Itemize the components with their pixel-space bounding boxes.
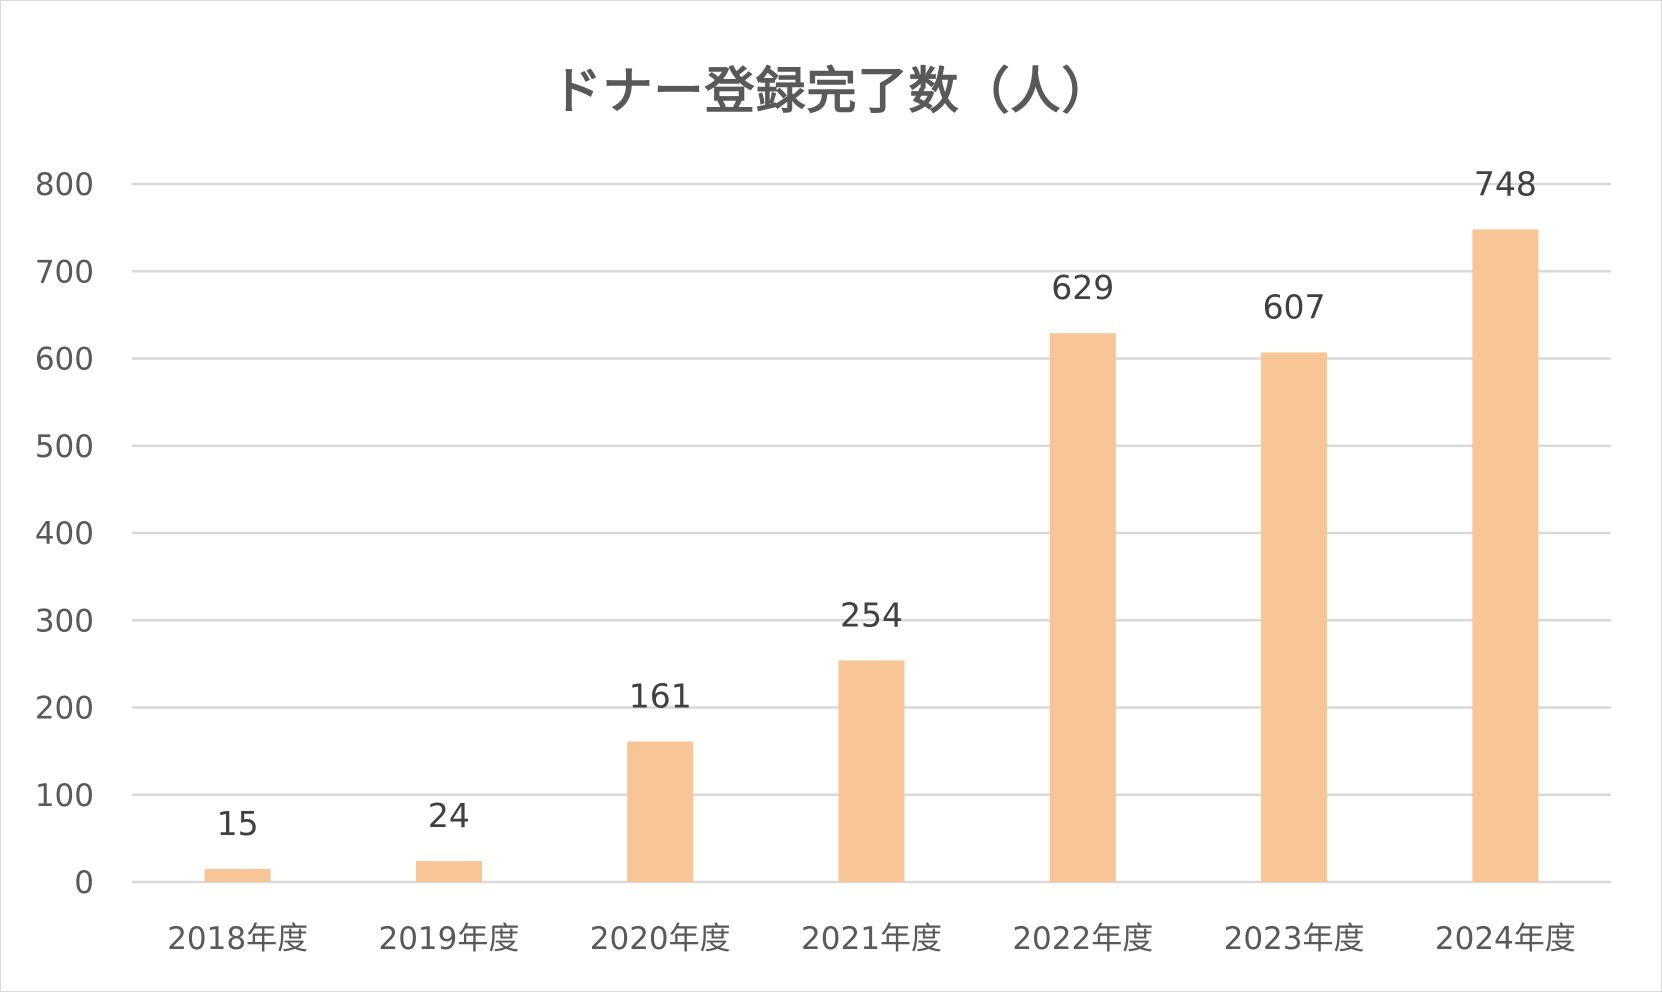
y-axis-tick-labels: 0 100 200 300 400 500 600 700 800 — [35, 167, 94, 901]
y-tick-label: 400 — [35, 516, 94, 552]
x-tick-label: 2018年度 — [167, 921, 308, 957]
data-label: 161 — [629, 677, 692, 716]
chart-title: ドナー登録完了数（人） — [551, 62, 1113, 120]
bar-2021年度 — [838, 660, 905, 882]
x-tick-label: 2019年度 — [378, 921, 519, 957]
data-label: 748 — [1474, 164, 1537, 203]
x-tick-label: 2020年度 — [590, 921, 731, 957]
y-tick-label: 300 — [35, 603, 94, 639]
x-tick-label: 2024年度 — [1435, 921, 1576, 957]
data-label: 607 — [1263, 287, 1326, 326]
bar-2023年度 — [1261, 352, 1328, 883]
x-tick-label: 2021年度 — [801, 921, 942, 957]
bars — [204, 229, 1539, 883]
data-label: 15 — [217, 804, 259, 843]
data-label: 629 — [1051, 268, 1114, 307]
data-labels: 15 24 161 254 629 607 748 — [217, 164, 1537, 843]
y-tick-label: 800 — [35, 167, 94, 203]
y-tick-label: 500 — [35, 429, 94, 465]
data-label: 254 — [840, 595, 903, 634]
bar-2018年度 — [204, 868, 271, 882]
x-tick-label: 2022年度 — [1012, 921, 1153, 957]
bar-2022年度 — [1049, 333, 1116, 882]
bar-2020年度 — [627, 741, 694, 882]
x-tick-label: 2023年度 — [1224, 921, 1365, 957]
y-tick-label: 600 — [35, 342, 94, 378]
y-tick-label: 0 — [74, 865, 94, 901]
y-tick-label: 700 — [35, 254, 94, 290]
y-tick-label: 100 — [35, 778, 94, 814]
y-tick-label: 200 — [35, 691, 94, 727]
data-label: 24 — [428, 796, 470, 835]
x-axis-tick-labels: 2018年度 2019年度 2020年度 2021年度 2022年度 2023年度 2024… — [167, 921, 1576, 957]
bar-2019年度 — [415, 861, 482, 882]
bar-2024年度 — [1472, 229, 1539, 882]
